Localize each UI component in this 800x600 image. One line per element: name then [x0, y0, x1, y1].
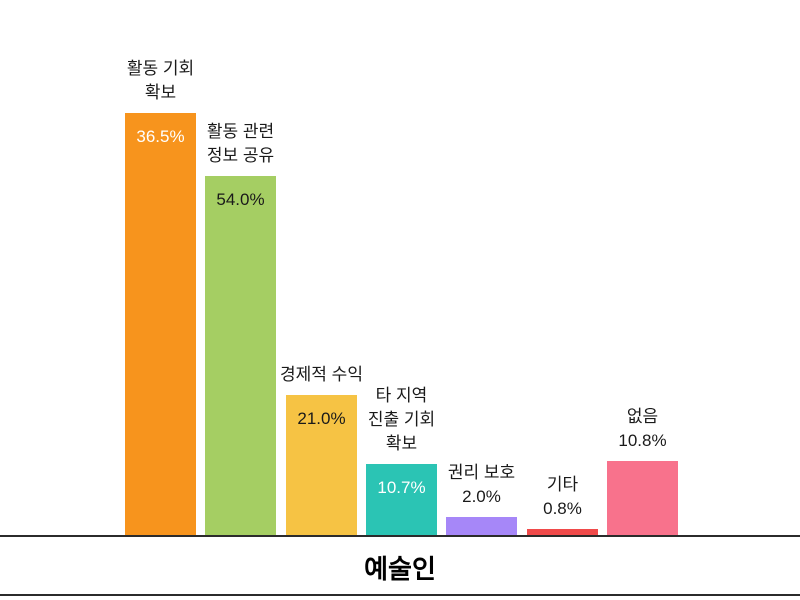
bar-category-label: 기타 0.8% [473, 473, 653, 521]
bottom-border-line [0, 594, 800, 596]
bar-value-label: 36.5% [136, 127, 185, 146]
x-axis-label: 예술인 [364, 554, 436, 584]
bar-category-label: 경제적 수익 [232, 363, 412, 387]
bar-category-label: 없음 10.8% [553, 405, 733, 453]
bar [125, 113, 196, 536]
bar-value-label: 54.0% [216, 190, 265, 209]
bar-category-label-line: 없음 [626, 407, 659, 426]
bar-category-label-line: 진출 기회 [367, 410, 436, 429]
bar-category-label-line: 권리 보호 [447, 463, 516, 482]
bar [286, 395, 357, 536]
x-axis-line [0, 535, 800, 537]
bar-category-label-line: 활동 기회 [126, 59, 195, 78]
bar [527, 529, 598, 536]
bar-value-label: 10.7% [377, 478, 426, 497]
bar-category-label-line: 정보 공유 [206, 146, 275, 165]
bar-value-label: 2.0% [462, 487, 501, 506]
bar-category-label-line: 기타 [546, 475, 579, 494]
bar-category-label: 권리 보호 2.0% [392, 461, 572, 509]
bar [205, 176, 276, 536]
bar-category-label-line: 확보 [144, 83, 177, 102]
bar-category-label-line: 타 지역 [375, 386, 428, 405]
bar [607, 461, 678, 536]
bar-category-label-line: 활동 관련 [206, 122, 275, 141]
bar-category-label-line: 경제적 수익 [280, 365, 363, 384]
bar-value-label: 0.8% [543, 499, 582, 518]
bar [446, 517, 517, 536]
bar-value-label: 21.0% [297, 409, 346, 428]
bar [366, 464, 437, 536]
bar-value-label: 10.8% [618, 431, 667, 450]
bar-category-label-line: 확보 [385, 434, 418, 453]
